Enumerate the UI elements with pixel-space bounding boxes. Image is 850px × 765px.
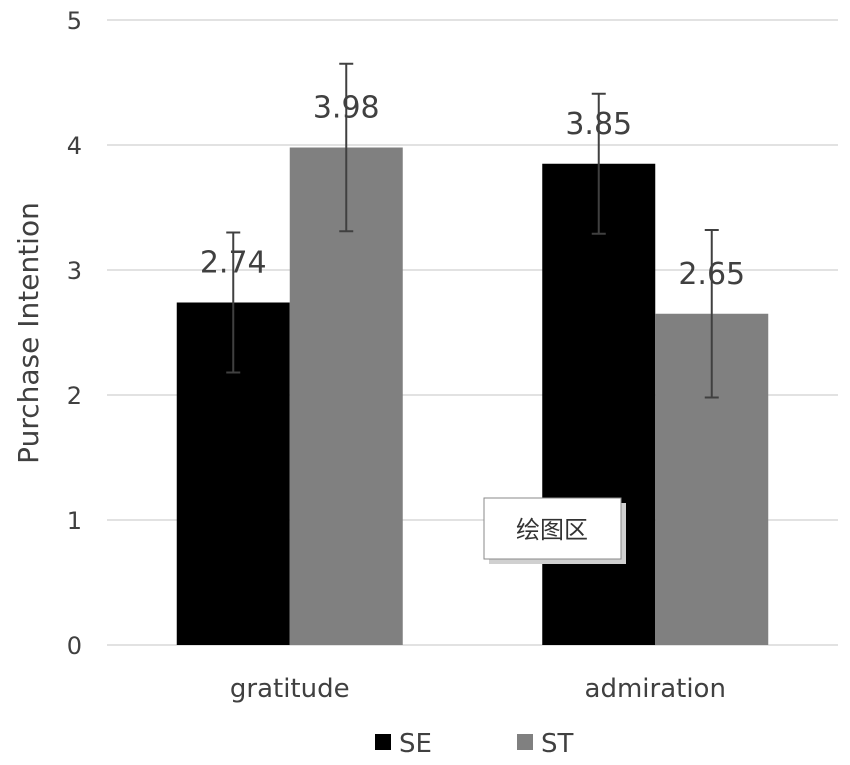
y-tick-label: 2 — [67, 382, 82, 410]
y-tick-label: 3 — [67, 257, 82, 285]
data-labels: 2.74 3.98 3.85 2.65 — [200, 91, 745, 292]
tooltip-text: 绘图区 — [516, 516, 588, 544]
x-category-label: gratitude — [230, 674, 350, 704]
tooltip-box — [483, 497, 622, 560]
y-tick-label: 5 — [67, 7, 82, 35]
legend-label-se: SE — [399, 729, 432, 759]
x-axis-categories: gratitude admiration — [230, 674, 726, 704]
bar-se-admiration — [542, 163, 656, 645]
data-label: 3.98 — [313, 91, 380, 126]
error-bars — [226, 62, 719, 399]
legend: SE ST — [375, 729, 574, 759]
data-label: 2.74 — [200, 246, 267, 281]
y-tick-label: 1 — [67, 507, 82, 535]
data-label: 2.65 — [678, 257, 745, 292]
y-axis-ticks: 0 1 2 3 4 5 — [67, 7, 82, 660]
y-axis-label: Purchase Intention — [12, 202, 45, 464]
y-tick-label: 4 — [67, 132, 82, 160]
legend-swatch-se — [375, 734, 391, 750]
plot-area-tooltip: 绘图区 — [483, 497, 626, 564]
data-label: 3.85 — [565, 107, 632, 142]
legend-swatch-st — [517, 734, 533, 750]
y-tick-label: 0 — [67, 632, 82, 660]
x-category-label: admiration — [585, 674, 726, 704]
legend-label-st: ST — [541, 729, 574, 759]
bars — [176, 147, 769, 645]
